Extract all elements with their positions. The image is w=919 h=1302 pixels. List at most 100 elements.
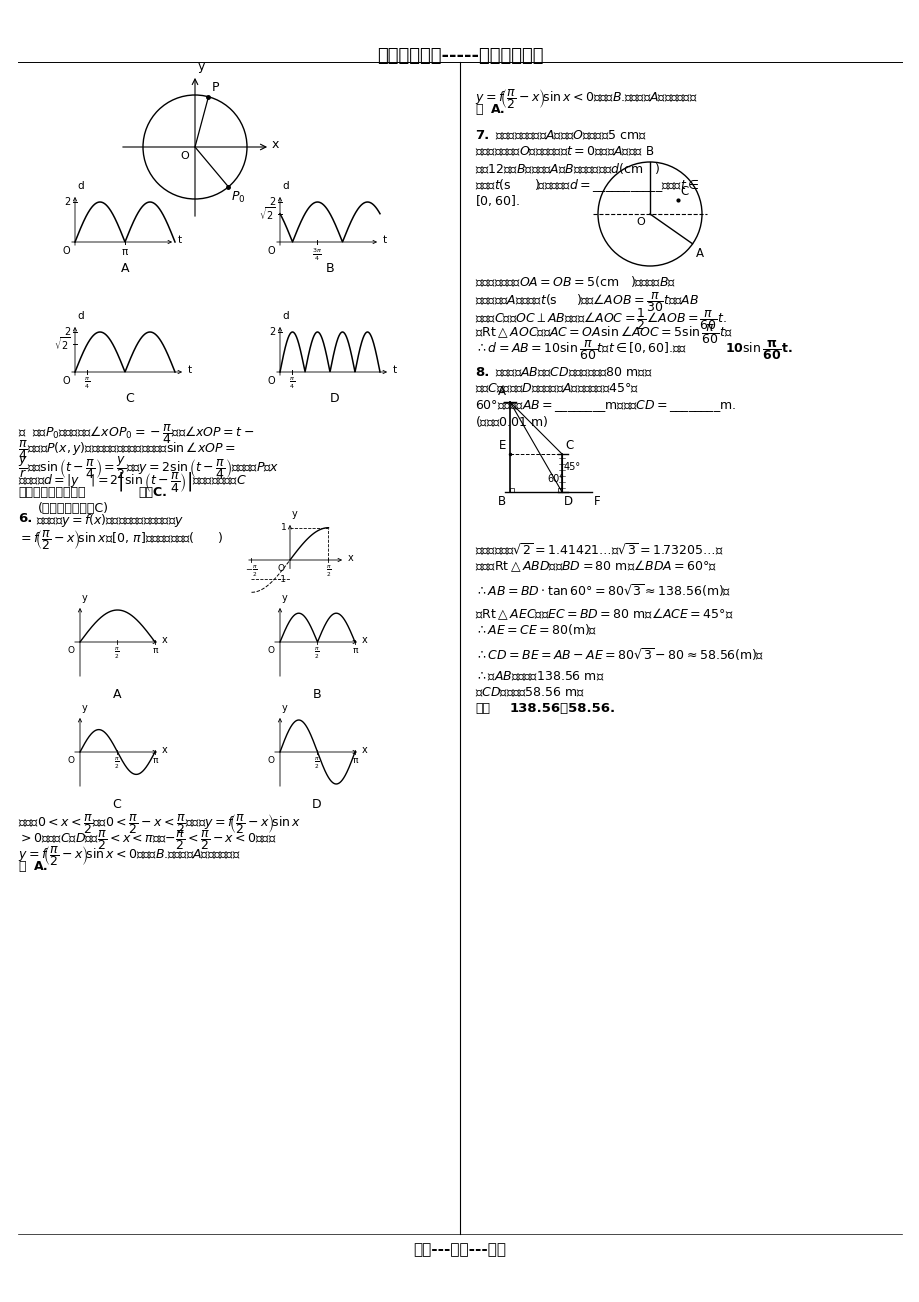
Text: 选项图象符合条件．: 选项图象符合条件．	[18, 486, 85, 499]
Text: t: t	[177, 234, 182, 245]
Text: 选: 选	[474, 103, 482, 116]
Text: y: y	[198, 60, 205, 73]
Text: d: d	[77, 311, 84, 322]
Text: $\frac{\pi}{2}$: $\frac{\pi}{2}$	[325, 564, 331, 579]
Text: 已知函数$y=f(x)$的图象如图所示，则函数$y$: 已知函数$y=f(x)$的图象如图所示，则函数$y$	[36, 512, 184, 529]
Text: E: E	[498, 439, 505, 452]
Text: B: B	[497, 495, 505, 508]
Text: A: A	[695, 247, 703, 260]
Text: 故选C.: 故选C.	[138, 486, 166, 499]
Text: (另用排除法易选C): (另用排除法易选C)	[38, 503, 108, 516]
Text: x: x	[361, 635, 368, 644]
Text: $\therefore AE=CE=80$(m)．: $\therefore AE=CE=80$(m)．	[474, 622, 596, 637]
Text: 故填: 故填	[474, 702, 490, 715]
Text: 某时钟的秒针端点$A$到中心$O$的距离为$5$ cm，: 某时钟的秒针端点$A$到中心$O$的距离为$5$ cm，	[494, 129, 646, 142]
Text: $y=f\!\left(\dfrac{\pi}{2}-x\right)\!\sin x<0$，排除$B$.所以只有$A$符合题意．故: $y=f\!\left(\dfrac{\pi}{2}-x\right)\!\si…	[474, 87, 697, 111]
Text: $\mathbf{10\sin\dfrac{\pi}{60}t}$.: $\mathbf{10\sin\dfrac{\pi}{60}t}$.	[724, 339, 792, 362]
Text: t: t	[187, 365, 192, 375]
Text: 如图，塔$AB$和楼$CD$的水平距离为$80$ m，从: 如图，塔$AB$和楼$CD$的水平距离为$80$ m，从	[494, 366, 652, 379]
Text: x: x	[162, 635, 167, 644]
Text: C: C	[680, 185, 688, 198]
Text: $\therefore CD=BE=AB-AE=80\sqrt{3}-80\approx 58.56$(m)．: $\therefore CD=BE=AB-AE=80\sqrt{3}-80\ap…	[474, 646, 764, 663]
Text: y: y	[282, 703, 288, 713]
Text: $\frac{\pi}{4}$: $\frac{\pi}{4}$	[84, 376, 90, 391]
Text: D: D	[563, 495, 573, 508]
Text: O: O	[278, 564, 285, 573]
Text: 解：在Rt$\triangle ABD$中，$BD=80$ m，$\angle BDA=60°$，: 解：在Rt$\triangle ABD$中，$BD=80$ m，$\angle …	[474, 559, 717, 574]
Bar	[509, 488, 514, 492]
Text: x: x	[347, 553, 354, 562]
Text: $[0,60]$.: $[0,60]$.	[474, 193, 519, 208]
Text: 6.: 6.	[18, 512, 32, 525]
Text: $P_0$: $P_0$	[232, 190, 245, 204]
Text: $\therefore AB=BD\cdot\tan 60°=80\sqrt{3}\approx 138.56$(m)．: $\therefore AB=BD\cdot\tan 60°=80\sqrt{3…	[474, 582, 730, 599]
Text: $=f\!\left(\dfrac{\pi}{2}-x\right)\!\sin x$在$[0,\,\pi]$上的大致图象是(      ): $=f\!\left(\dfrac{\pi}{2}-x\right)\!\sin…	[18, 529, 223, 552]
Text: B: B	[312, 687, 321, 700]
Text: 匀地旋转到$A$的时间为$t$(s     )，则$\angle AOB=\dfrac{\pi}{30}t$，取$AB$: 匀地旋转到$A$的时间为$t$(s )，则$\angle AOB=\dfrac{…	[474, 290, 698, 314]
Text: O: O	[62, 376, 70, 385]
Text: t: t	[382, 234, 387, 245]
Text: $\sqrt{2}$: $\sqrt{2}$	[54, 336, 71, 353]
Text: 7.: 7.	[474, 129, 489, 142]
Text: 选: 选	[18, 861, 26, 874]
Text: 专心---专注---专业: 专心---专注---专业	[413, 1242, 506, 1256]
Text: 解  据点$P_0$的坐标可得$\angle xOP_0=-\dfrac{\pi}{4}$，故$\angle xOP=t-$: 解 据点$P_0$的坐标可得$\angle xOP_0=-\dfrac{\pi}…	[18, 422, 254, 445]
Text: $\dfrac{\pi}{4}$，设点$P(x, y)$，则由三角函数的定义，可得$\sin\angle xOP=$: $\dfrac{\pi}{4}$，设点$P(x, y)$，则由三角函数的定义，可…	[18, 437, 235, 462]
Text: C: C	[564, 439, 573, 452]
Text: P: P	[211, 81, 219, 94]
Text: $\sqrt{2}$: $\sqrt{2}$	[259, 206, 276, 223]
Text: 8.: 8.	[474, 366, 489, 379]
Text: $\dfrac{y}{r}$，即$\sin\left(t-\dfrac{\pi}{4}\right)=\dfrac{y}{2}$，故$y=2\sin\left(: $\dfrac{y}{r}$，即$\sin\left(t-\dfrac{\pi}…	[18, 454, 279, 480]
Text: x: x	[162, 745, 167, 755]
Text: （参考数据：$\sqrt{2}=1.41421\ldots$，$\sqrt{3}=1.73205\ldots$）: （参考数据：$\sqrt{2}=1.41421\ldots$，$\sqrt{3}…	[474, 542, 723, 559]
Text: 1: 1	[281, 523, 287, 533]
Text: $\therefore d=AB=10\sin\dfrac{\pi}{60}t$，$t\in[0,60]$.故填: $\therefore d=AB=10\sin\dfrac{\pi}{60}t$…	[474, 339, 686, 362]
Text: d: d	[282, 311, 289, 322]
Bar	[558, 488, 562, 492]
Text: t: t	[392, 365, 397, 375]
Text: A: A	[113, 687, 121, 700]
Text: $-\frac{\pi}{2}$: $-\frac{\pi}{2}$	[244, 564, 257, 579]
Text: y: y	[82, 703, 87, 713]
Text: 在Rt$\triangle AEC$中，$EC=BD=80$ m，$\angle ACE=45°$，: 在Rt$\triangle AEC$中，$EC=BD=80$ m，$\angle…	[474, 605, 732, 621]
Text: 秒针均匀地绕点$O$旋转，当时间$t=0$时，点$A$与钟面: 秒针均匀地绕点$O$旋转，当时间$t=0$时，点$A$与钟面	[474, 145, 642, 159]
Text: 138.56；58.56.: 138.56；58.56.	[509, 702, 616, 715]
Text: π: π	[352, 756, 357, 766]
Text: B: B	[645, 145, 653, 158]
Text: O: O	[180, 151, 188, 161]
Text: 45°: 45°	[563, 462, 581, 471]
Text: 中点为$C$，则$OC\perp AB$，从而$\angle AOC=\dfrac{1}{2}\angle AOB=\dfrac{\pi}{60}t$.: 中点为$C$，则$OC\perp AB$，从而$\angle AOC=\dfra…	[474, 306, 726, 332]
Text: π: π	[352, 646, 357, 655]
Text: O: O	[267, 756, 275, 766]
Text: x: x	[272, 138, 279, 151]
Text: $\frac{\pi}{2}$: $\frac{\pi}{2}$	[114, 646, 119, 661]
Text: C: C	[112, 798, 121, 811]
Text: A.: A.	[34, 861, 49, 874]
Text: π: π	[152, 646, 157, 655]
Text: x: x	[361, 745, 368, 755]
Text: 60°: 60°	[547, 474, 563, 484]
Text: 表示成$t$(s      )的函数，则$d=$___________，其中$t\in$: 表示成$t$(s )的函数，则$d=$___________，其中$t\in$	[474, 177, 698, 194]
Text: (精确到$0.01$ m): (精确到$0.01$ m)	[474, 414, 548, 428]
Text: d: d	[77, 181, 84, 191]
Text: B: B	[325, 262, 334, 275]
Text: $\therefore$塔$AB$的高约为$138.56$ m，: $\therefore$塔$AB$的高约为$138.56$ m，	[474, 671, 604, 684]
Text: 解：当$0<x<\dfrac{\pi}{2}$时，$0<\dfrac{\pi}{2}-x<\dfrac{\pi}{2}$，显然$y=f\!\left(\dfra: 解：当$0<x<\dfrac{\pi}{2}$时，$0<\dfrac{\pi}{…	[18, 812, 301, 836]
Text: $60°$，则塔高$AB=$________m，楼高$CD=$________m.: $60°$，则塔高$AB=$________m，楼高$CD=$________m…	[474, 398, 735, 414]
Text: 解：如图所示，$OA=OB=5$(cm   )，秒针由$B$均: 解：如图所示，$OA=OB=5$(cm )，秒针由$B$均	[474, 273, 675, 289]
Text: O: O	[636, 217, 644, 227]
Text: π: π	[121, 247, 128, 256]
Text: π: π	[152, 756, 157, 766]
Text: A: A	[120, 262, 129, 275]
Text: 在Rt$\triangle AOC$中，$AC=OA\sin\angle AOC=5\sin\dfrac{\pi}{60}t$，: 在Rt$\triangle AOC$中，$AC=OA\sin\angle AOC…	[474, 322, 732, 346]
Text: O: O	[68, 646, 75, 655]
Text: 上标$12$的点$B$重合，将$A$、$B$两点间的距离$d$(cm   ): 上标$12$的点$B$重合，将$A$、$B$两点间的距离$d$(cm )	[474, 161, 660, 176]
Text: O: O	[267, 646, 275, 655]
Text: A: A	[497, 385, 505, 398]
Text: 2: 2	[64, 327, 71, 337]
Text: O: O	[68, 756, 75, 766]
Text: F: F	[594, 495, 600, 508]
Text: O: O	[267, 376, 275, 385]
Text: 楼$CD$的高约为$58.56$ m．: 楼$CD$的高约为$58.56$ m．	[474, 686, 584, 699]
Text: A.: A.	[491, 103, 505, 116]
